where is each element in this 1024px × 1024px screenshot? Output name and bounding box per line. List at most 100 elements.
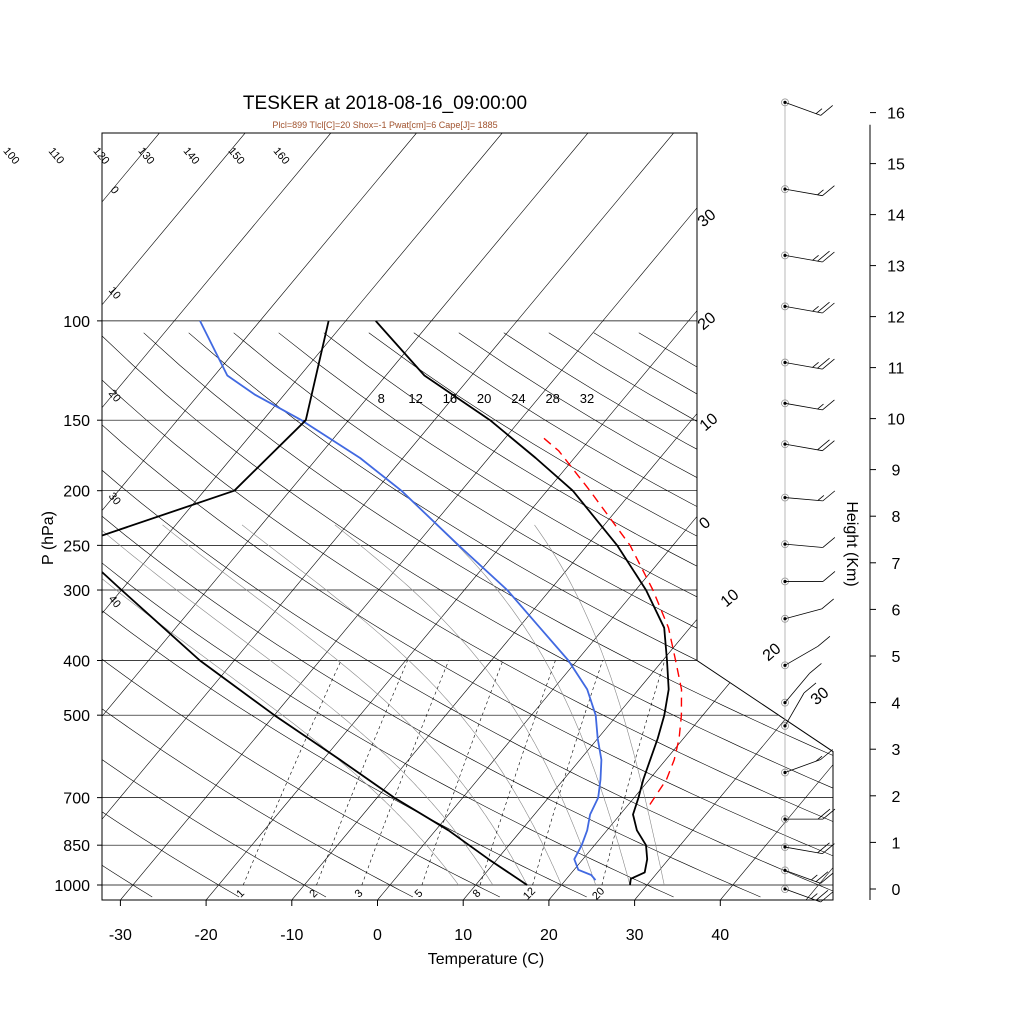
wind-station-circle	[781, 843, 789, 851]
wind-station-circle	[781, 251, 789, 260]
pressure-tick-label: 500	[63, 708, 90, 725]
dry-adiabat-label: 150	[226, 145, 247, 167]
isotherm-line	[102, 133, 589, 900]
pressure-tick-label: 300	[63, 583, 90, 600]
isotherm-line	[548, 133, 833, 900]
wind-station-circle	[781, 698, 789, 707]
wind-barb-feather	[809, 663, 822, 674]
height-tick-label: 3	[892, 742, 901, 759]
wind-barb-feather	[817, 301, 830, 313]
isotherm-label-right: 10	[697, 410, 722, 435]
isotherm-line	[634, 133, 833, 900]
dry-adiabat-line	[368, 332, 833, 898]
dry-adiabat-label: 160	[271, 145, 292, 167]
wind-barb-feather	[822, 537, 836, 548]
moist-adiabat-label: 32	[580, 391, 594, 406]
wind-barb-feather	[812, 305, 819, 312]
wind-barb-shaft	[784, 443, 823, 452]
dry-adiabat-line	[102, 332, 414, 898]
isotherm-label-right: 10	[718, 586, 743, 611]
isotherm-label-right: 0	[696, 514, 714, 533]
dry-adiabat-line	[143, 332, 833, 898]
wind-barb-feather	[820, 891, 833, 903]
wind-barb-feather	[820, 749, 833, 760]
isotherm-line	[720, 133, 833, 900]
wind-barb-feather	[820, 105, 833, 116]
wind-barb-feather	[815, 108, 823, 114]
plot-frame	[101, 132, 834, 901]
height-tick-label: 7	[892, 556, 901, 573]
wind-barb-feather	[822, 399, 835, 411]
dry-adiabat-line	[323, 332, 833, 898]
mixing-ratio-line	[601, 660, 665, 886]
wind-barb-feather	[815, 755, 823, 762]
isotherm-line	[102, 133, 332, 900]
moist-adiabat-label: 24	[511, 391, 525, 406]
wind-barb-feather	[817, 439, 830, 451]
moist-adiabat-line	[162, 524, 528, 886]
height-tick-label: 4	[892, 696, 901, 713]
moist-adiabat-line	[334, 524, 596, 886]
mixing-ratio-label: 8	[471, 887, 484, 900]
wind-barb-shaft	[784, 692, 805, 727]
isotherm-line	[0, 133, 74, 900]
moist-adiabat-line	[436, 524, 631, 886]
wind-barb-feather	[822, 302, 835, 314]
isotherm-label-left: 0	[108, 184, 121, 196]
temperature-profile	[375, 320, 670, 886]
height-tick-label: 0	[892, 882, 901, 899]
dry-adiabat-label: 140	[181, 145, 202, 167]
wind-barb-shaft	[784, 759, 821, 773]
mixing-ratio-line	[316, 660, 408, 886]
pressure-tick-label: 200	[63, 484, 90, 501]
x-tick-label: 10	[454, 927, 472, 944]
pressure-tick-label: 100	[63, 314, 90, 331]
isotherm-line	[102, 133, 160, 900]
isotherm-line	[120, 133, 760, 900]
height-tick-label: 10	[887, 412, 905, 429]
wind-barb-feather	[815, 889, 829, 901]
dewpoint-profile	[199, 320, 603, 881]
wind-barb-feather	[817, 842, 830, 854]
isotherm-label-right: 20	[695, 309, 720, 334]
isotherm-line	[462, 133, 833, 900]
wind-barb-shaft	[784, 869, 821, 884]
wind-barb-shaft	[784, 402, 823, 411]
isotherm-label-left: 20	[106, 388, 123, 405]
height-tick-label: 8	[892, 509, 901, 526]
dry-adiabat-line	[102, 332, 587, 898]
parcel-path	[540, 435, 683, 805]
pressure-tick-label: 1000	[54, 878, 90, 895]
wind-barb-feather	[822, 490, 836, 502]
wind-barb-feather	[811, 874, 818, 881]
wind-barb-feather	[822, 843, 835, 854]
wind-barb-feather	[817, 808, 831, 820]
height-tick-label: 1	[892, 835, 901, 852]
wind-barb-shaft	[784, 608, 822, 620]
isotherm-line	[102, 133, 674, 900]
moist-adiabat-line	[241, 524, 562, 886]
wind-barb-shaft	[784, 306, 823, 314]
moist-adiabat-label: 12	[408, 391, 422, 406]
wind-barb-feather	[822, 251, 835, 263]
wind-barb-feather	[811, 893, 818, 899]
isotherm-label-right: 30	[808, 684, 833, 709]
dry-adiabat-line	[102, 332, 240, 898]
height-tick-label: 11	[888, 361, 905, 378]
x-tick-label: -10	[280, 927, 303, 944]
wind-barb-feather	[822, 440, 835, 452]
wind-barb-feather	[812, 254, 819, 261]
wind-barb-feather	[822, 808, 836, 820]
wind-barb-feather	[815, 871, 829, 882]
dry-adiabat-line	[458, 332, 833, 898]
isotherm-line	[892, 133, 1024, 900]
wind-station-circle	[781, 614, 789, 623]
isotherm-label-left: 40	[106, 593, 123, 610]
wind-barb-feather	[812, 362, 819, 368]
isotherm-label-left: 10	[106, 285, 123, 302]
dry-adiabat-line	[278, 332, 833, 898]
x-tick-label: 30	[626, 927, 644, 944]
wind-barb-feather	[817, 189, 824, 196]
wind-station-circle	[781, 399, 789, 408]
wind-station-circle	[781, 885, 789, 893]
